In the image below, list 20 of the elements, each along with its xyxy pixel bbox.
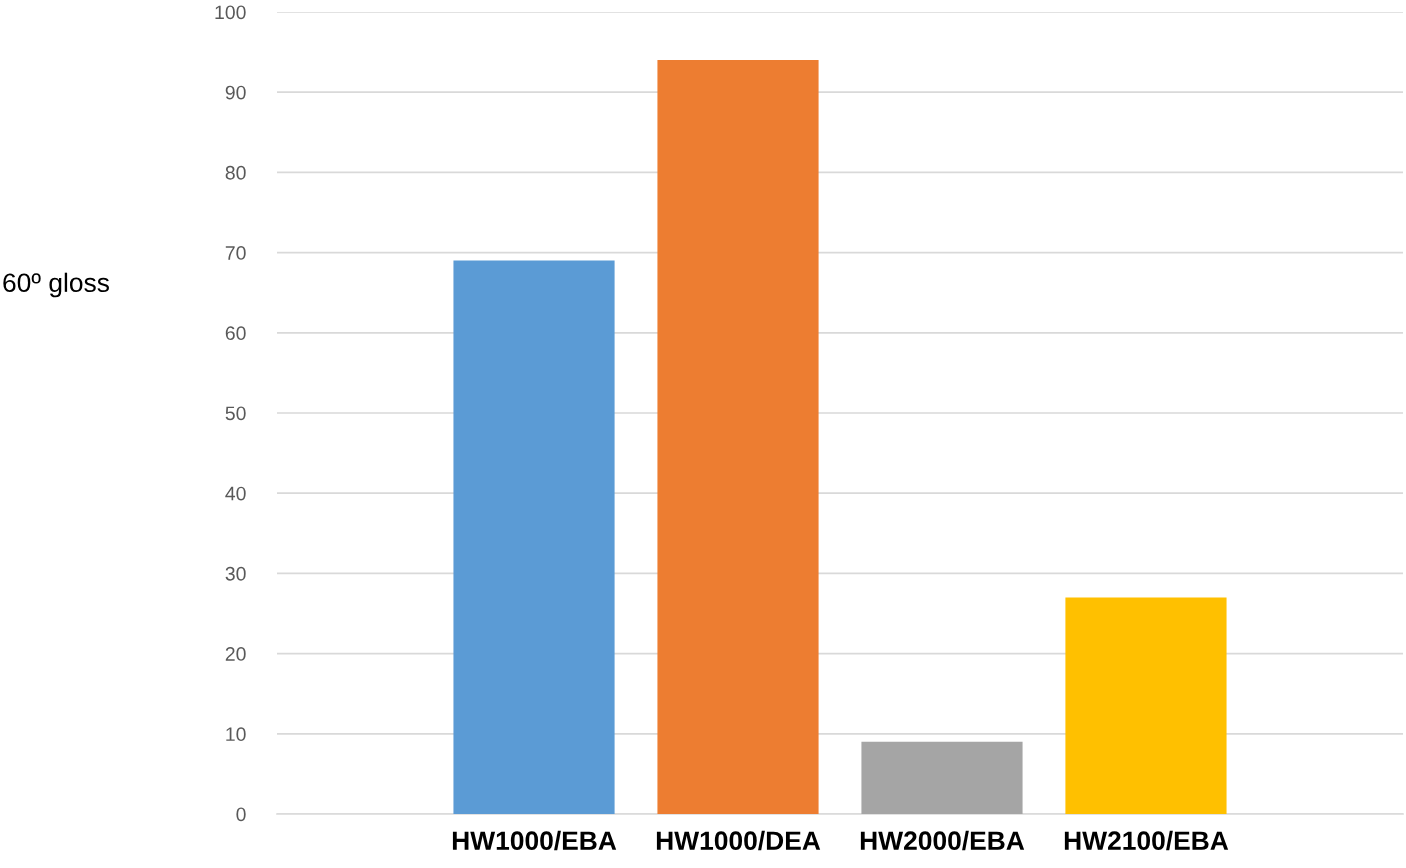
y-tick-label: 90: [225, 85, 246, 100]
y-tick-label: 20: [225, 647, 246, 661]
x-tick-label: HW1000/EBA: [452, 830, 617, 851]
x-tick-label: HW2100/EBA: [1064, 830, 1229, 851]
y-tick-label: 0: [236, 807, 246, 822]
bar: [1065, 597, 1227, 814]
x-tick-label: HW1000/DEA: [656, 830, 821, 851]
y-tick-label: 80: [225, 165, 246, 180]
y-tick-label: 50: [225, 406, 246, 421]
x-tick-label: HW2000/EBA: [860, 830, 1025, 851]
y-tick-label: 100: [215, 5, 246, 20]
y-tick-label: 40: [225, 486, 246, 501]
y-tick-label: 30: [225, 566, 246, 581]
y-tick-label: 70: [225, 246, 246, 260]
bar: [453, 260, 615, 814]
y-axis-title: 60º gloss: [3, 272, 109, 298]
bar: [861, 741, 1023, 814]
bar: [657, 60, 819, 814]
y-tick-label: 10: [226, 727, 246, 742]
y-tick-label: 60: [225, 326, 246, 341]
